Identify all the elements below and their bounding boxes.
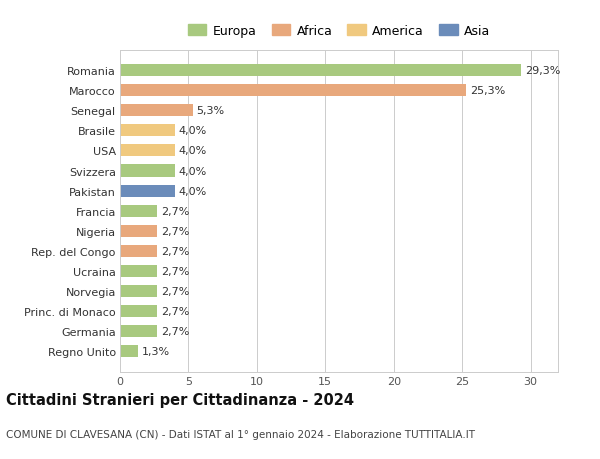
Bar	[120, 85, 466, 97]
Bar	[120, 165, 175, 177]
Text: 2,7%: 2,7%	[161, 286, 190, 296]
Text: Cittadini Stranieri per Cittadinanza - 2024: Cittadini Stranieri per Cittadinanza - 2…	[6, 392, 354, 408]
Bar	[120, 145, 175, 157]
Bar	[120, 125, 175, 137]
Text: 4,0%: 4,0%	[179, 186, 207, 196]
Text: 2,7%: 2,7%	[161, 246, 190, 256]
Text: 4,0%: 4,0%	[179, 166, 207, 176]
Text: 4,0%: 4,0%	[179, 146, 207, 156]
Text: 2,7%: 2,7%	[161, 226, 190, 236]
Bar	[120, 245, 157, 257]
Text: COMUNE DI CLAVESANA (CN) - Dati ISTAT al 1° gennaio 2024 - Elaborazione TUTTITAL: COMUNE DI CLAVESANA (CN) - Dati ISTAT al…	[6, 429, 475, 439]
Text: 2,7%: 2,7%	[161, 306, 190, 316]
Text: 2,7%: 2,7%	[161, 206, 190, 216]
Bar	[120, 185, 175, 197]
Bar	[120, 105, 193, 117]
Legend: Europa, Africa, America, Asia: Europa, Africa, America, Asia	[188, 25, 490, 38]
Text: 29,3%: 29,3%	[525, 66, 560, 76]
Bar	[120, 345, 138, 357]
Bar	[120, 265, 157, 277]
Bar	[120, 225, 157, 237]
Text: 4,0%: 4,0%	[179, 126, 207, 136]
Bar	[120, 205, 157, 217]
Text: 1,3%: 1,3%	[142, 346, 170, 356]
Bar	[120, 305, 157, 317]
Text: 25,3%: 25,3%	[470, 86, 506, 96]
Text: 2,7%: 2,7%	[161, 266, 190, 276]
Bar	[120, 65, 521, 77]
Text: 5,3%: 5,3%	[197, 106, 225, 116]
Bar	[120, 285, 157, 297]
Bar	[120, 325, 157, 337]
Text: 2,7%: 2,7%	[161, 326, 190, 336]
